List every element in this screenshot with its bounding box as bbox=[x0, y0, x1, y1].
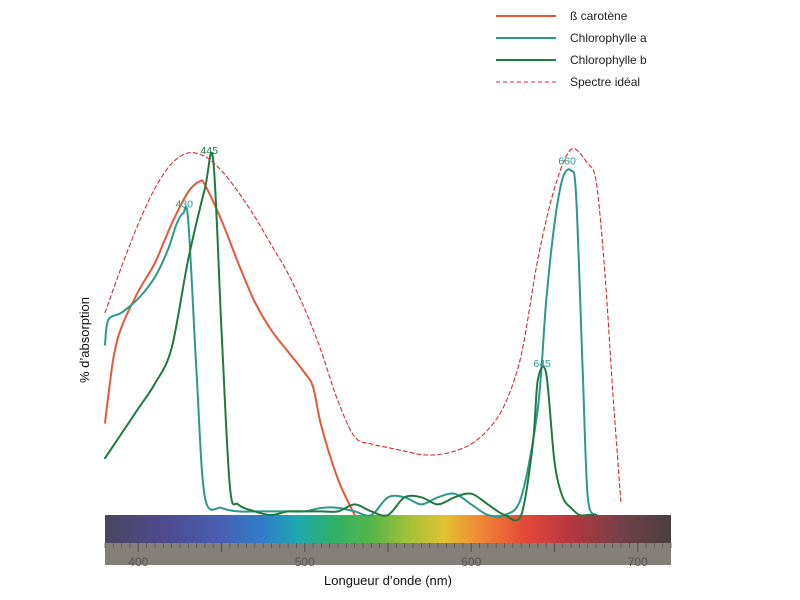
series-line-4 bbox=[104, 148, 622, 505]
legend-label: Spectre idéal bbox=[570, 75, 640, 89]
x-axis-title: Longueur d’onde (nm) bbox=[324, 573, 452, 588]
legend-label: ß carotène bbox=[570, 9, 628, 23]
y-axis-title: % d’absorption bbox=[77, 297, 92, 383]
legend-label: Chlorophylle a bbox=[570, 31, 647, 45]
series-line-1 bbox=[104, 179, 356, 516]
wavelength-ruler bbox=[105, 543, 671, 565]
ruler-ticks bbox=[104, 543, 672, 552]
series-line-3 bbox=[104, 151, 598, 522]
x-tick-label: 400 bbox=[128, 555, 148, 569]
chart-legend: ß carotène Chlorophylle a Chlorophylle b Sp… bbox=[496, 9, 647, 89]
series-layer bbox=[104, 148, 622, 522]
x-tick-labels: 400 500 600 700 bbox=[128, 555, 648, 569]
peak-label: 660 bbox=[558, 156, 576, 168]
peak-label: 645 bbox=[533, 358, 551, 370]
x-tick-label: 500 bbox=[295, 555, 315, 569]
spectrum-gradient bbox=[105, 515, 671, 543]
peak-label: 445 bbox=[200, 145, 218, 157]
x-tick-label: 700 bbox=[628, 555, 648, 569]
legend-label: Chlorophylle b bbox=[570, 53, 647, 67]
peak-label: 430 bbox=[175, 198, 193, 210]
peak-annotations: 430 445 645 660 bbox=[175, 145, 576, 370]
color-spectrum-bar bbox=[104, 515, 672, 565]
series-line-2 bbox=[104, 168, 598, 518]
x-tick-label: 600 bbox=[461, 555, 481, 569]
